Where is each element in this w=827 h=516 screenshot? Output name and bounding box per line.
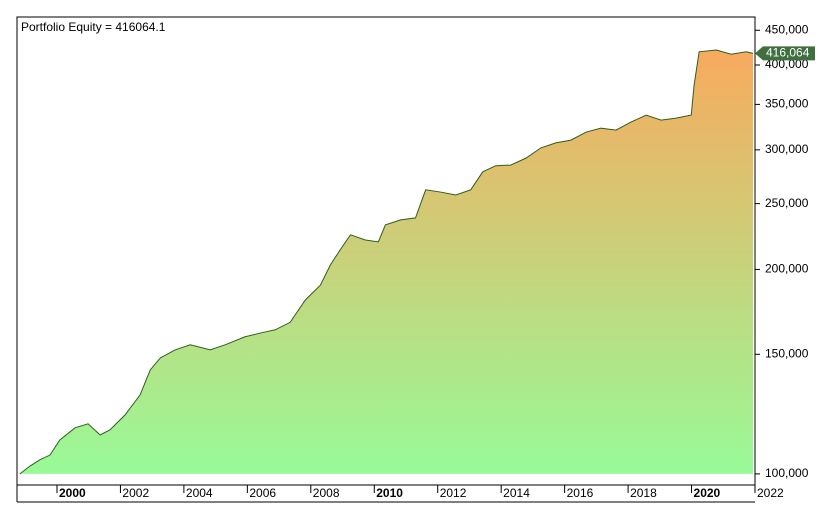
x-tick-label: 2010 (376, 486, 403, 500)
y-tick-label: 300,000 (765, 142, 809, 156)
y-tick-label: 400,000 (765, 57, 809, 71)
x-tick-label: 2022 (757, 486, 784, 500)
equity-line (19, 49, 754, 475)
x-tick-label: 2016 (567, 486, 594, 500)
y-tick-label: 200,000 (765, 262, 809, 276)
last-value-marker (755, 46, 815, 61)
y-tick-label: 250,000 (765, 196, 809, 210)
x-tick-label: 2012 (440, 486, 467, 500)
x-tick-label: 2002 (122, 486, 149, 500)
plot-frame (16, 16, 756, 486)
x-tick-label: 2000 (59, 486, 86, 500)
y-tick-label: 100,000 (765, 466, 809, 480)
last-value-label: 416,064 (766, 46, 810, 60)
x-tick-label: 2004 (186, 486, 213, 500)
x-tick-label: 2006 (249, 486, 276, 500)
x-tick-label: 2020 (694, 486, 721, 500)
y-tick-label: 150,000 (765, 346, 809, 360)
x-tick-label: 2014 (503, 486, 530, 500)
y-tick-label: 350,000 (765, 97, 809, 111)
x-tick-label: 2008 (313, 486, 340, 500)
chart-title: Portfolio Equity = 416064.1 (21, 20, 166, 34)
equity-area (19, 50, 754, 474)
x-tick-label: 2018 (630, 486, 657, 500)
y-tick-label: 450,000 (765, 22, 809, 36)
